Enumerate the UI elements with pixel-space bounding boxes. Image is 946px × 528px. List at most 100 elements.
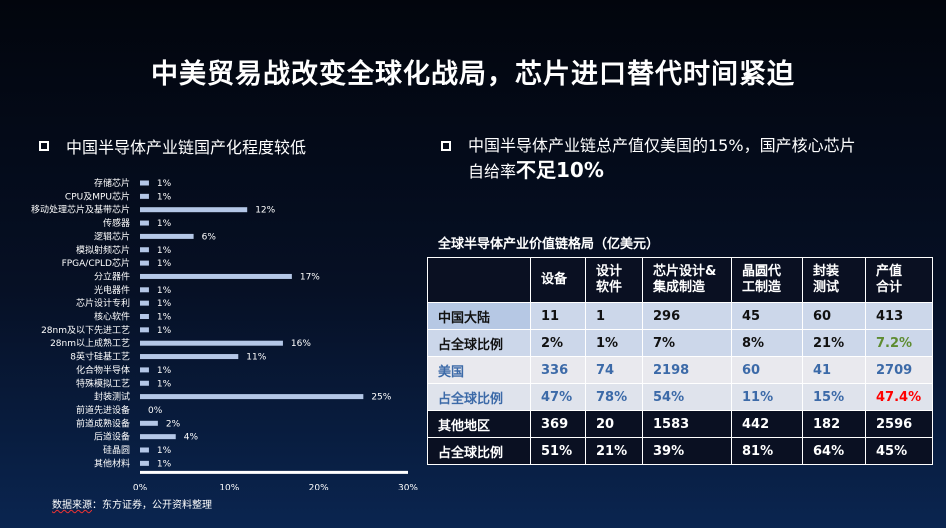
table-cell: 54% xyxy=(642,383,732,411)
table-cell: 81% xyxy=(731,437,803,465)
row-header-other: 其他地区 xyxy=(427,410,531,438)
row-header-china: 中国大陆 xyxy=(427,302,531,330)
bar xyxy=(140,180,149,186)
header-cell-idm: 芯片设计& 集成制造 xyxy=(642,257,732,303)
table-cell: 47% xyxy=(530,383,586,411)
bar xyxy=(140,420,158,426)
table-cell: 45% xyxy=(865,437,933,465)
data-label: 1% xyxy=(157,313,172,323)
bar xyxy=(140,340,283,346)
table-cell: 74 xyxy=(585,356,643,384)
data-label: 1% xyxy=(157,192,172,202)
table-cell: 41 xyxy=(802,356,866,384)
data-label: 25% xyxy=(371,393,391,403)
category-label: 核心软件 xyxy=(94,311,130,323)
table-cell: 21% xyxy=(802,329,866,357)
table-cell: 64% xyxy=(802,437,866,465)
right-heading-line1: 中国半导体产业链总产值仅美国的15%，国产核心芯片 xyxy=(468,136,856,155)
bar xyxy=(140,260,149,266)
bar xyxy=(140,380,149,386)
category-label: 光电器件 xyxy=(94,284,130,296)
data-label: 0% xyxy=(148,406,163,416)
table-cell: 413 xyxy=(865,302,933,330)
category-label: 前道成熟设备 xyxy=(76,417,130,429)
category-label: 存储芯片 xyxy=(94,177,130,189)
data-label: 12% xyxy=(255,206,275,216)
table-cell: 21% xyxy=(585,437,643,465)
category-label: 28nm以上成熟工艺 xyxy=(50,337,130,349)
page-title: 中美贸易战改变全球化战局，芯片进口替代时间紧迫 xyxy=(151,59,795,90)
x-tick-label: 30% xyxy=(398,483,418,490)
source-prefix: 数据来源 xyxy=(52,500,92,511)
table-cell-highlight: 7.2% xyxy=(865,329,933,357)
data-label: 4% xyxy=(184,433,199,443)
category-label: 后道设备 xyxy=(94,431,130,443)
table-cell: 45 xyxy=(731,302,803,330)
header-cell-equipment: 设备 xyxy=(530,257,586,303)
domestic-rate-bar-chart: 存储芯片 1% CPU及MPU芯片 1% 移动处理芯片及基带芯片 12% 传感器 1% 逻辑芯片… xyxy=(31,177,418,490)
bullet-icon xyxy=(441,141,451,151)
table-row: 占全球比例 2% 1% 7% 8% 21% 7.2% xyxy=(427,329,933,357)
header-cell-total: 产值 合计 xyxy=(865,257,933,303)
data-label: 1% xyxy=(157,286,172,296)
bar xyxy=(140,273,292,279)
category-label: 特殊模拟工艺 xyxy=(76,377,130,389)
category-label: FPGA/CPLD芯片 xyxy=(62,257,130,269)
row-header-other-share: 占全球比例 xyxy=(427,437,531,465)
category-label: 逻辑芯片 xyxy=(94,230,130,242)
value-chain-table: 设备 设计 软件 芯片设计& 集成制造 晶圆代 工制造 封装 测试 产值 合计 中国大陆 … xyxy=(427,257,933,465)
bar xyxy=(140,207,248,213)
table-cell: 60 xyxy=(802,302,866,330)
table-cell: 2% xyxy=(530,329,586,357)
data-label: 16% xyxy=(291,339,311,349)
table-row: 占全球比例 47% 78% 54% 11% 15% 47.4% xyxy=(427,383,933,411)
data-label: 1% xyxy=(157,366,172,376)
bar xyxy=(140,354,239,360)
category-label: 前道先进设备 xyxy=(76,404,130,416)
table-cell: 39% xyxy=(642,437,732,465)
header-cell-empty xyxy=(427,257,531,303)
source-rest: ：东方证券，公开资料整理 xyxy=(92,500,212,511)
category-label: 硅晶圆 xyxy=(103,444,130,456)
table-cell: 78% xyxy=(585,383,643,411)
table-cell: 296 xyxy=(642,302,732,330)
category-label: 28nm及以下先进工艺 xyxy=(41,324,130,336)
row-header-us: 美国 xyxy=(427,356,531,384)
table-row: 其他地区 369 20 1583 442 182 2596 xyxy=(427,410,933,438)
category-label: CPU及MPU芯片 xyxy=(65,190,130,202)
category-label: 封装测试 xyxy=(94,391,130,403)
bar xyxy=(140,247,149,253)
data-label: 1% xyxy=(157,219,172,229)
table-cell: 369 xyxy=(530,410,586,438)
table-cell: 15% xyxy=(802,383,866,411)
table-cell: 11% xyxy=(731,383,803,411)
bar xyxy=(140,193,149,199)
bar xyxy=(140,460,149,466)
table-cell: 442 xyxy=(731,410,803,438)
right-heading-emphasis: 不足10% xyxy=(516,158,604,182)
table-cell: 20 xyxy=(585,410,643,438)
table-cell: 1 xyxy=(585,302,643,330)
table-cell: 11 xyxy=(530,302,586,330)
left-heading: 中国半导体产业链国产化程度较低 xyxy=(66,138,307,157)
header-cell-foundry: 晶圆代 工制造 xyxy=(731,257,803,303)
header-cell-packaging: 封装 测试 xyxy=(802,257,866,303)
data-label: 1% xyxy=(157,459,172,469)
header-cell-design-software: 设计 软件 xyxy=(585,257,643,303)
right-heading-prefix: 自给率 xyxy=(468,162,517,181)
table-cell: 2596 xyxy=(865,410,933,438)
bar xyxy=(140,447,149,453)
bar xyxy=(140,314,149,319)
bar xyxy=(140,300,149,306)
table-row: 美国 336 74 2198 60 41 2709 xyxy=(427,356,933,384)
table-title: 全球半导体产业价值链格局（亿美元） xyxy=(438,237,660,252)
data-label: 1% xyxy=(157,179,172,189)
row-header-us-share: 占全球比例 xyxy=(427,383,531,411)
bullet-icon xyxy=(39,141,49,151)
category-label: 芯片设计专利 xyxy=(76,297,130,309)
table-header-row: 设备 设计 软件 芯片设计& 集成制造 晶圆代 工制造 封装 测试 产值 合计 xyxy=(427,257,933,303)
table-cell: 336 xyxy=(530,356,586,384)
bar xyxy=(140,220,149,226)
bar xyxy=(140,367,149,373)
table-cell: 1% xyxy=(585,329,643,357)
